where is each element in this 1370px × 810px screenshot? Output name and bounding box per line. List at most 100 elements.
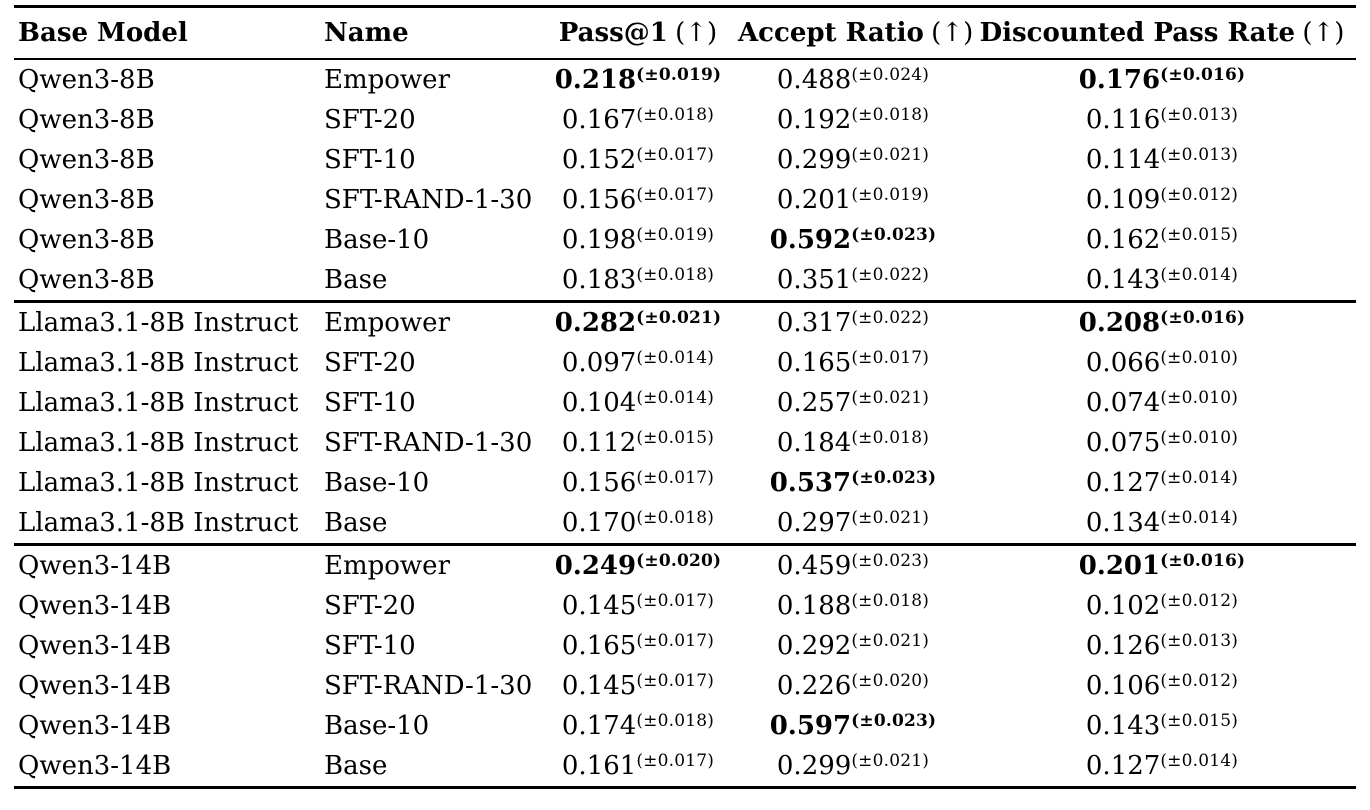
method-name-cell: SFT-RAND-1-30 xyxy=(324,671,533,701)
metric-stddev: (±0.023) xyxy=(851,225,937,245)
accept-ratio-cell: 0.184(±0.018) xyxy=(738,423,968,463)
metric-value: 0.297 xyxy=(776,508,852,538)
discounted-pass-rate-cell: 0.208(±0.016) xyxy=(968,300,1356,343)
method-name-cell: SFT-RAND-1-30 xyxy=(324,185,533,215)
metric-value: 0.145 xyxy=(561,671,637,701)
discounted-pass-rate-cell: 0.201(±0.016) xyxy=(968,543,1356,586)
metric-value: 0.104 xyxy=(561,388,637,418)
metric-value: 0.282 xyxy=(554,308,637,338)
base-model-cell: Qwen3-14B xyxy=(18,711,172,741)
discounted-pass-rate-cell: 0.162(±0.015) xyxy=(968,220,1356,260)
metric-value: 0.074 xyxy=(1085,388,1161,418)
metric-value: 0.176 xyxy=(1078,65,1161,95)
metric-stddev: (±0.023) xyxy=(851,468,937,488)
method-name-cell: Base xyxy=(324,265,388,295)
discounted-pass-rate-cell: 0.143(±0.015) xyxy=(968,706,1356,746)
accept-ratio-cell: 0.192(±0.018) xyxy=(738,100,968,140)
metric-value: 0.134 xyxy=(1085,508,1161,538)
pass-at-1-cell: 0.104(±0.014) xyxy=(538,383,738,423)
discounted-pass-rate-cell: 0.106(±0.012) xyxy=(968,666,1356,706)
metric-value: 0.488 xyxy=(776,65,852,95)
metric-stddev: (±0.010) xyxy=(1160,348,1239,368)
metric-value: 0.075 xyxy=(1085,428,1161,458)
base-model-cell: Qwen3-14B xyxy=(18,591,172,621)
table-row: Qwen3-8B Base-10 0.198(±0.019) 0.592(±0.023… xyxy=(14,220,1356,260)
pass-at-1-cell: 0.174(±0.018) xyxy=(538,706,738,746)
metric-value: 0.161 xyxy=(561,751,637,781)
discounted-pass-rate-cell: 0.143(±0.014) xyxy=(968,260,1356,302)
accept-ratio-cell: 0.257(±0.021) xyxy=(738,383,968,423)
metric-value: 0.114 xyxy=(1085,145,1161,175)
method-name-cell: SFT-10 xyxy=(324,631,416,661)
metric-value: 0.143 xyxy=(1085,265,1161,295)
metric-value: 0.192 xyxy=(776,105,852,135)
metric-stddev: (±0.010) xyxy=(1160,388,1239,408)
metric-value: 0.537 xyxy=(769,468,852,498)
metric-stddev: (±0.017) xyxy=(851,348,930,368)
metric-value: 0.106 xyxy=(1085,671,1161,701)
accept-ratio-cell: 0.292(±0.021) xyxy=(738,626,968,666)
discounted-pass-rate-cell: 0.075(±0.010) xyxy=(968,423,1356,463)
table-row: Llama3.1-8B Instruct Empower 0.282(±0.021)… xyxy=(14,300,1356,343)
metric-stddev: (±0.024) xyxy=(851,65,930,85)
table-row: Qwen3-8B SFT-10 0.152(±0.017) 0.299(±0.021)… xyxy=(14,140,1356,180)
pass-at-1-cell: 0.112(±0.015) xyxy=(538,423,738,463)
metric-stddev: (±0.020) xyxy=(636,551,722,571)
metric-value: 0.201 xyxy=(1078,551,1161,581)
metric-stddev: (±0.021) xyxy=(636,308,722,328)
header-pass-at-1: Pass@1 (↑) xyxy=(538,6,738,60)
metric-stddev: (±0.018) xyxy=(851,105,930,125)
metric-stddev: (±0.018) xyxy=(636,711,715,731)
discounted-pass-rate-cell: 0.116(±0.013) xyxy=(968,100,1356,140)
metric-stddev: (±0.021) xyxy=(851,508,930,528)
method-name-cell: SFT-20 xyxy=(324,591,416,621)
header-label: Accept Ratio xyxy=(738,18,924,48)
metric-value: 0.208 xyxy=(1078,308,1161,338)
base-model-cell: Llama3.1-8B Instruct xyxy=(18,428,299,458)
metric-value: 0.174 xyxy=(561,711,637,741)
metric-value: 0.127 xyxy=(1085,468,1161,498)
metric-value: 0.127 xyxy=(1085,751,1161,781)
pass-at-1-cell: 0.282(±0.021) xyxy=(538,300,738,343)
metric-stddev: (±0.015) xyxy=(1160,225,1239,245)
method-name-cell: SFT-RAND-1-30 xyxy=(324,428,533,458)
metric-stddev: (±0.017) xyxy=(636,751,715,771)
metric-value: 0.145 xyxy=(561,591,637,621)
metric-value: 0.102 xyxy=(1085,591,1161,621)
pass-at-1-cell: 0.170(±0.018) xyxy=(538,503,738,545)
header-name: Name xyxy=(320,6,538,60)
discounted-pass-rate-cell: 0.134(±0.014) xyxy=(968,503,1356,545)
table-row: Qwen3-14B Base 0.161(±0.017) 0.299(±0.021) 0… xyxy=(14,746,1356,788)
accept-ratio-cell: 0.299(±0.021) xyxy=(738,746,968,788)
header-accept-ratio: Accept Ratio (↑) xyxy=(738,6,973,60)
method-name-cell: Base-10 xyxy=(324,468,430,498)
metric-stddev: (±0.013) xyxy=(1160,145,1239,165)
metric-stddev: (±0.017) xyxy=(636,591,715,611)
table-row: Qwen3-8B Empower 0.218(±0.019) 0.488(±0.024… xyxy=(14,59,1356,100)
base-model-cell: Llama3.1-8B Instruct xyxy=(18,468,299,498)
method-name-cell: Base xyxy=(324,751,388,781)
method-name-cell: SFT-10 xyxy=(324,145,416,175)
metric-value: 0.257 xyxy=(776,388,852,418)
pass-at-1-cell: 0.152(±0.017) xyxy=(538,140,738,180)
discounted-pass-rate-cell: 0.127(±0.014) xyxy=(968,746,1356,788)
method-name-cell: SFT-10 xyxy=(324,388,416,418)
metric-value: 0.143 xyxy=(1085,711,1161,741)
accept-ratio-cell: 0.537(±0.023) xyxy=(738,463,968,503)
base-model-cell: Llama3.1-8B Instruct xyxy=(18,508,299,538)
up-arrow-indicator: (↑) xyxy=(1302,18,1345,48)
base-model-cell: Llama3.1-8B Instruct xyxy=(18,348,299,378)
header-label: Discounted Pass Rate xyxy=(979,18,1296,48)
accept-ratio-cell: 0.299(±0.021) xyxy=(738,140,968,180)
base-model-cell: Qwen3-14B xyxy=(18,751,172,781)
accept-ratio-cell: 0.351(±0.022) xyxy=(738,260,968,302)
up-arrow-indicator: (↑) xyxy=(675,18,718,48)
metric-value: 0.299 xyxy=(776,751,852,781)
pass-at-1-cell: 0.156(±0.017) xyxy=(538,463,738,503)
table-row: Qwen3-14B SFT-20 0.145(±0.017) 0.188(±0.018… xyxy=(14,586,1356,626)
metric-stddev: (±0.019) xyxy=(636,225,715,245)
metric-stddev: (±0.013) xyxy=(1160,631,1239,651)
up-arrow-indicator: (↑) xyxy=(931,18,974,48)
base-model-cell: Qwen3-8B xyxy=(18,185,155,215)
